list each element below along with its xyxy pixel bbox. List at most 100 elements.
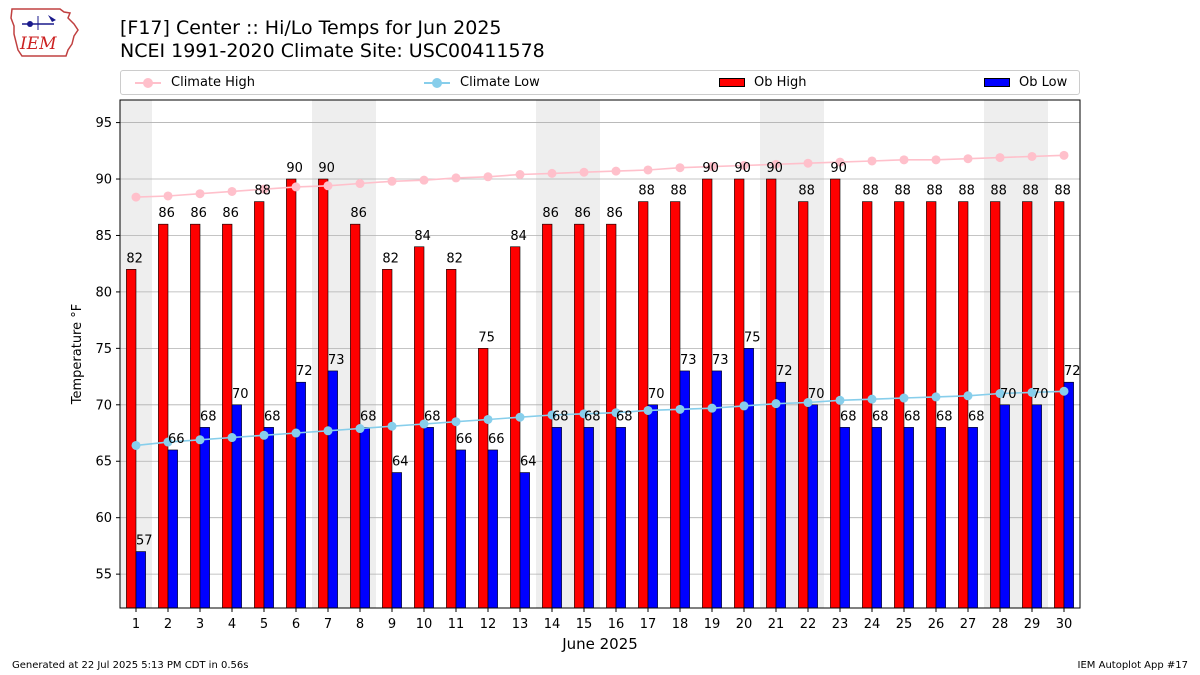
legend: Climate High Climate Low Ob High Ob Low: [120, 70, 1080, 95]
climate-high-point: [227, 186, 237, 196]
ob-low-bar: [423, 427, 434, 609]
x-tick-label: 4: [228, 617, 236, 632]
ob-low-value-label: 70: [808, 387, 825, 402]
climate-high-line: [135, 154, 1065, 198]
ob-high-value-label: 86: [542, 206, 559, 221]
ob-high-value-label: 88: [798, 184, 815, 199]
climate-high-point: [803, 158, 813, 168]
app-credit: IEM Autoplot App #17: [1077, 660, 1188, 671]
ob-high-value-label: 90: [702, 161, 719, 176]
legend-climate-high: Climate High: [135, 71, 255, 94]
climate-lines: [131, 150, 1069, 450]
ob-low-bar: [647, 404, 658, 609]
y-tick-label: 55: [95, 568, 112, 583]
x-tick-label: 28: [992, 617, 1009, 632]
climate-high-swatch: [135, 77, 161, 88]
ob-low-value-label: 73: [680, 353, 697, 368]
ob-low-bar: [551, 427, 562, 609]
ob-high-value-label: 88: [894, 184, 911, 199]
ob-high-value-label: 86: [222, 206, 239, 221]
ob-high-bar: [382, 269, 393, 609]
climate-low-point: [547, 410, 557, 420]
climate-low-point: [451, 417, 461, 427]
y-tick-label: 85: [95, 229, 112, 244]
climate-low-point: [387, 421, 397, 431]
ob-high-value-label: 84: [414, 229, 431, 244]
ob-low-value-label: 66: [168, 432, 185, 447]
ob-low-bar: [199, 427, 210, 609]
climate-high-point: [163, 191, 173, 201]
ob-high-bar: [254, 201, 265, 609]
climate-high-point: [995, 153, 1005, 163]
ob-low-value-label: 64: [520, 455, 537, 470]
legend-climate-high-label: Climate High: [171, 75, 256, 90]
ob-high-bar: [638, 201, 649, 609]
ob-high-bar: [446, 269, 457, 609]
ob-low-bar: [263, 427, 274, 609]
ob-low-bar: [359, 427, 370, 609]
climate-low-point: [835, 395, 845, 405]
climate-high-point: [515, 170, 525, 180]
ob-high-value-label: 90: [766, 161, 783, 176]
ob-high-bar: [894, 201, 905, 609]
y-tick-label: 80: [95, 285, 112, 300]
ob-high-value-label: 88: [670, 184, 687, 199]
ob-high-bar: [318, 178, 329, 609]
ob-low-value-label: 64: [392, 455, 409, 470]
x-tick-label: 29: [1024, 617, 1041, 632]
climate-high-point: [579, 167, 589, 177]
ob-low-swatch: [984, 78, 1010, 87]
x-tick-label: 10: [416, 617, 433, 632]
legend-ob-low: Ob Low: [984, 71, 1067, 94]
y-tick-label: 75: [95, 342, 112, 357]
climate-high-point: [1059, 150, 1069, 160]
climate-low-point: [867, 394, 877, 404]
x-tick-label: 12: [480, 617, 497, 632]
climate-high-point: [131, 192, 141, 202]
climate-low-point: [963, 391, 973, 401]
x-tick-label: 15: [576, 617, 593, 632]
logo-text: IEM: [19, 34, 57, 54]
ob-low-bar: [807, 404, 818, 609]
y-tick-label: 95: [95, 116, 112, 131]
climate-low-point: [483, 414, 493, 424]
x-tick-label: 23: [832, 617, 849, 632]
y-axis-label: Temperature °F: [70, 304, 85, 405]
ob-low-bar: [999, 404, 1010, 609]
ob-high-bar: [1022, 201, 1033, 609]
ob-low-value-label: 68: [264, 409, 281, 424]
x-tick-label: 7: [324, 617, 332, 632]
ob-high-value-label: 82: [446, 251, 463, 266]
climate-high-point: [643, 165, 653, 175]
ob-high-value-label: 88: [862, 184, 879, 199]
climate-low-point: [323, 426, 333, 436]
ob-low-value-label: 68: [840, 409, 857, 424]
ob-low-value-label: 68: [360, 409, 377, 424]
x-tick-label: 27: [960, 617, 977, 632]
climate-low-point: [739, 401, 749, 411]
x-tick-label: 8: [356, 617, 364, 632]
ob-low-value-label: 73: [712, 353, 729, 368]
ob-high-bar: [830, 178, 841, 609]
ob-low-bar: [391, 472, 402, 609]
ob-low-value-label: 72: [1064, 364, 1081, 379]
climate-high-point: [195, 189, 205, 199]
climate-low-point: [931, 392, 941, 402]
climate-high-point: [867, 156, 877, 166]
ob-high-bar: [126, 269, 137, 609]
iem-logo: IEM: [10, 8, 79, 57]
ob-low-bar: [167, 449, 178, 609]
ob-high-bar: [510, 246, 521, 609]
climate-high-point: [675, 163, 685, 173]
ob-high-bar: [158, 223, 169, 609]
climate-low-point: [355, 424, 365, 434]
ob-low-value-label: 68: [552, 409, 569, 424]
ob-low-bar: [295, 381, 306, 609]
ob-high-value-label: 82: [382, 251, 399, 266]
climate-high-point: [1027, 151, 1037, 161]
ob-low-bar: [839, 427, 850, 609]
ob-low-value-label: 68: [200, 409, 217, 424]
bar-value-labels: 82 57 86 66 86 68 86 70 88 68 90 72 90 73 86 68 82 64 84 68…: [126, 161, 1080, 549]
climate-high-point: [547, 168, 557, 178]
x-tick-label: 22: [800, 617, 817, 632]
